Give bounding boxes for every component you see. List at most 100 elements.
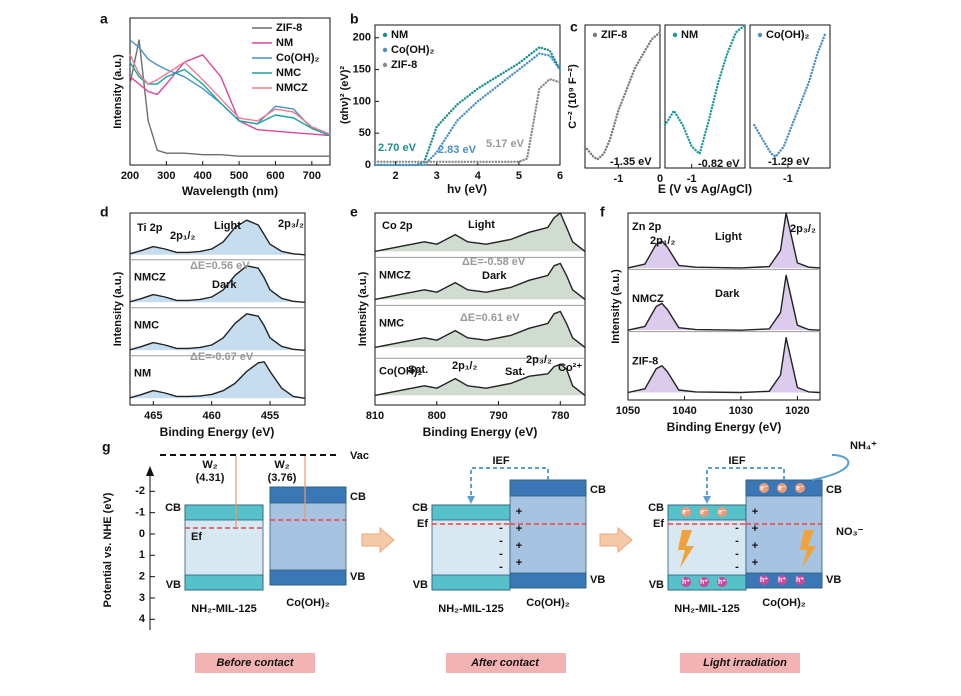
diagram-label: NO₃⁻ [836,526,864,538]
x-tick-label: 1030 [729,405,753,417]
plot-frame [749,24,831,169]
diagram-label: + [516,557,522,569]
diagram-label: - [499,535,503,547]
diagram-label: Light irradiation [703,657,787,669]
y-tick-label: 1 [139,549,145,561]
legend-label: NM [391,29,408,41]
carrier [777,483,787,493]
x-tick-label: 500 [230,170,248,182]
legend-marker [672,32,678,38]
diagram-label: - [735,561,739,573]
x-axis-label: E (V vs Ag/AgCl) [658,182,752,196]
plot-frame [627,212,821,401]
y-tick-label: -2 [135,485,145,497]
spectrum-fill [130,313,305,351]
diagram-label: CB [826,484,842,496]
y-tick-label: 4 [139,613,146,625]
legend-marker [382,47,388,53]
spectrum-fill [130,220,305,255]
trace-label: ZIF-8 [632,355,658,367]
data-line [129,39,330,157]
annotation: 5.17 eV [486,138,525,150]
spectrum-fill [375,311,585,348]
x-tick-label: 1020 [785,405,809,417]
diagram-label: e⁻ [796,485,804,492]
diagram-label: Co(OH)₂ [286,597,329,609]
annotation: 2p₃/₂ [278,218,304,230]
diagram-label: - [735,522,739,534]
diagram-label: CB [350,491,366,503]
annotation: ΔE=-0.67 eV [190,351,254,363]
diagram-label: CB [165,502,181,514]
annotation: Sat. [408,364,428,376]
diagram-label: IEF [728,455,745,467]
x-axis-label: Wavelength (nm) [182,184,278,198]
trace-label: NMC [379,317,404,329]
spectrum-fill [375,213,585,252]
legend-label: Co(OH)₂ [276,52,319,64]
annotation: -1.29 eV [768,156,810,168]
panel-label: b [350,11,359,27]
diagram-label: (4.31) [196,472,225,484]
legend-marker [382,32,388,38]
diagram-label: Co(OH)₂ [762,597,805,609]
x-tick-label: -1 [783,173,793,185]
data-line [627,274,821,331]
x-tick-label: 0 [657,173,663,185]
carrier [795,483,805,493]
light-bolt [800,530,816,568]
annotation: 2p₁/₂ [452,360,477,372]
y-tick-label: -1 [135,507,145,519]
diagram-label: Co(OH)₂ [526,597,569,609]
legend-label: NMC [276,67,301,79]
trace-label: NMCZ [632,293,664,305]
x-tick-label: 5 [516,170,522,182]
diagram-label: - [499,561,503,573]
diagram-label: VB [166,579,181,591]
diagram-label: + [516,523,522,535]
y-tick-label: 50 [359,127,371,139]
x-tick-label: 790 [489,410,507,422]
diagram-label: IEF [492,455,509,467]
band [509,479,587,497]
carrier [795,575,805,585]
x-tick-label: 465 [144,410,162,422]
diagram-label: e⁻ [718,509,726,516]
x-tick-label: 460 [202,410,220,422]
panel-label: d [100,204,109,220]
annotation: Co²⁺ [558,362,582,374]
diagram-label: VB [826,574,841,586]
diagram-label: NH₂-MIL-125 [438,603,503,615]
band [509,572,587,589]
carrier [717,577,727,587]
x-tick-label: 200 [121,170,139,182]
y-axis-label: Intensity (a.u.) [112,54,124,129]
plot-frame [584,24,661,169]
panel-label: e [350,204,358,220]
panel-label: c [570,19,578,35]
carrier [699,507,709,517]
diagram-label: (3.76) [268,472,297,484]
x-tick-label: 600 [266,170,284,182]
legend-label: NM [276,37,293,49]
legend-label: NMCZ [276,82,308,94]
diagram-label: W₂ [202,459,217,471]
data-line [373,77,562,163]
x-axis-label: Binding Energy (eV) [423,425,538,439]
x-tick-label: 6 [557,170,563,182]
x-tick-label: 700 [303,170,321,182]
trace-label: NMCZ [134,272,166,284]
legend-marker [382,62,388,68]
data-line [627,212,821,269]
annotation: 2p₁/₂ [170,230,195,242]
plot-frame [664,24,746,169]
data-line [583,31,662,161]
y-axis-label: (αhν)² (eV)² [339,66,351,124]
spectrum-fill [628,337,820,393]
stage-arrow [599,526,633,554]
stage-box [680,653,800,673]
diagram-label: e⁻ [682,509,690,516]
y-tick-label: 0 [365,159,371,171]
field-arrow [706,467,785,500]
diagram-label: + [752,557,758,569]
